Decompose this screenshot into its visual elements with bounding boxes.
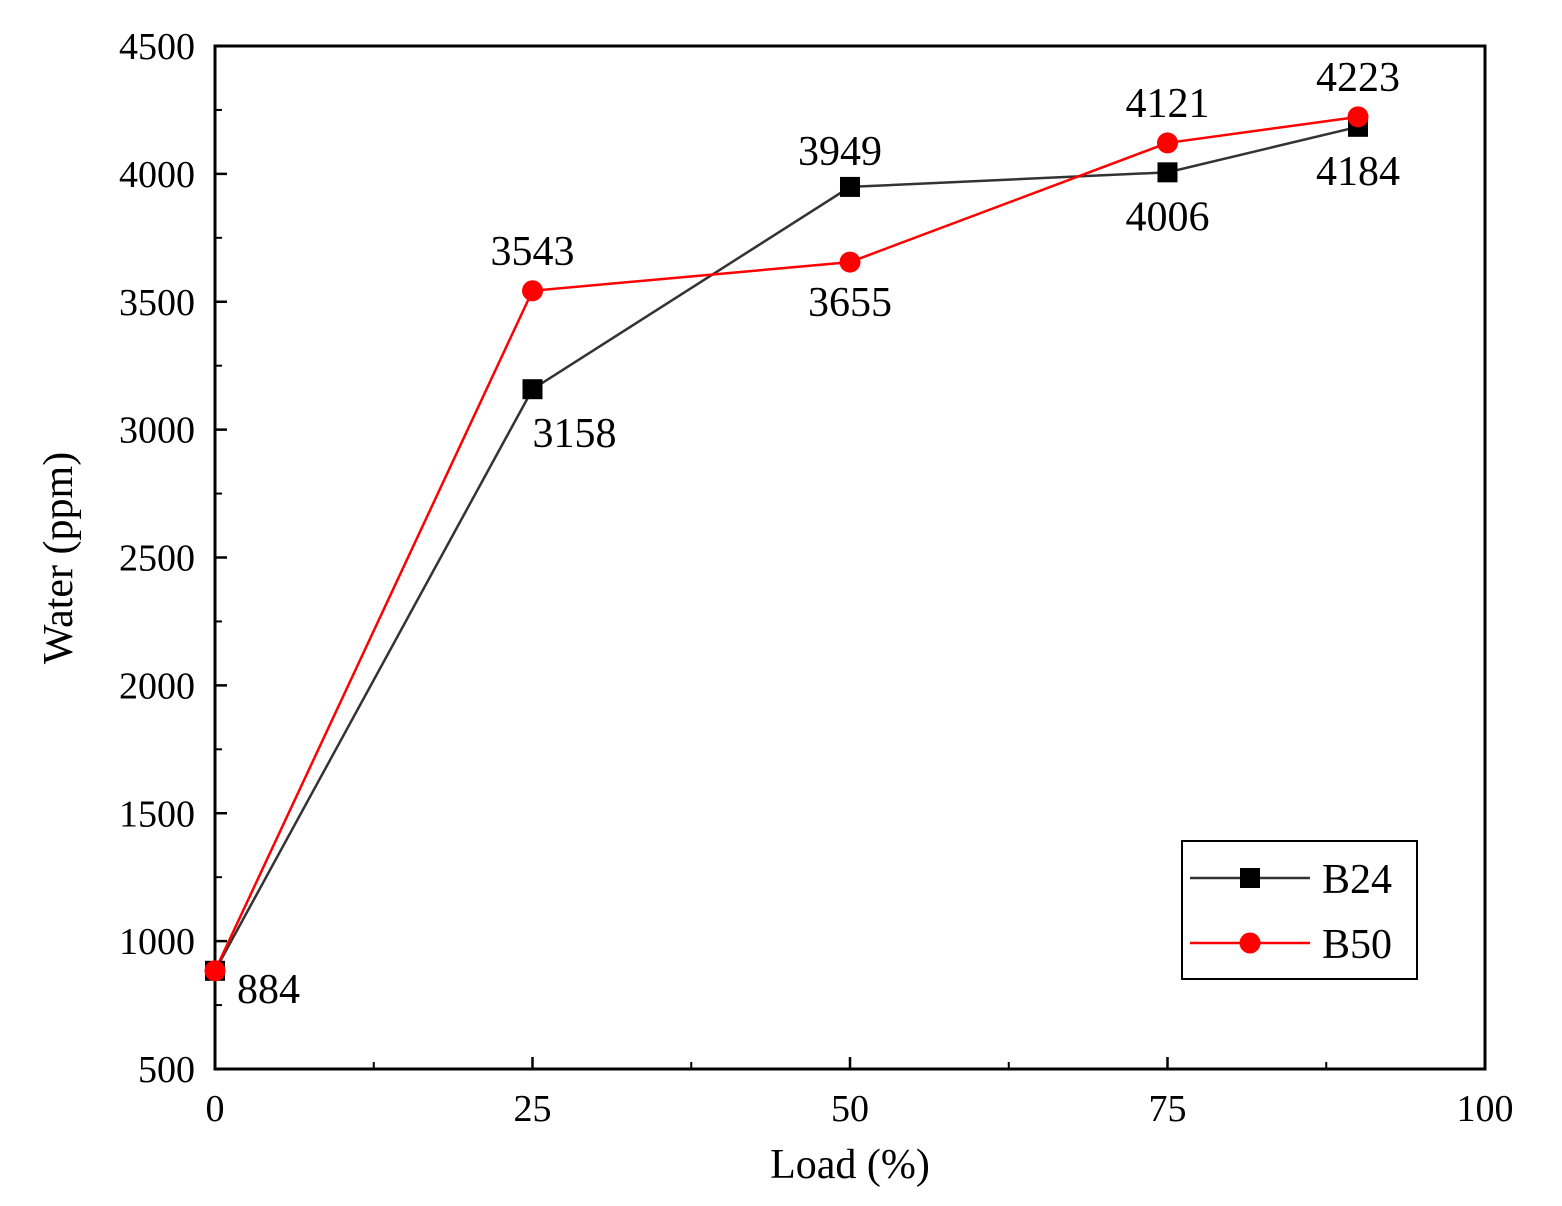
y-tick-label: 2000 — [119, 665, 195, 707]
data-label-b24: 4184 — [1316, 149, 1400, 195]
point-b50 — [522, 280, 543, 302]
y-tick-label: 4500 — [119, 26, 195, 68]
y-tick-label: 3500 — [119, 282, 195, 324]
legend-label-b24: B24 — [1322, 857, 1392, 903]
y-tick-label: 1000 — [119, 921, 195, 963]
x-tick-label: 100 — [1457, 1088, 1514, 1130]
point-b24 — [1157, 162, 1178, 183]
point-b24 — [840, 176, 860, 197]
point-b50 — [1157, 132, 1178, 154]
data-label-b50: 3543 — [491, 229, 575, 275]
point-b50 — [1347, 106, 1369, 128]
y-tick-label: 500 — [138, 1049, 195, 1091]
point-b24 — [522, 379, 543, 400]
legend-box — [1181, 840, 1418, 980]
axes: 0 25 50 75 100 500 1000 1500 2000 2500 3000 3500 400… — [119, 26, 1514, 1130]
data-label-b50: 4223 — [1316, 55, 1400, 101]
y-tick-label: 3000 — [119, 410, 195, 452]
y-tick-label: 2500 — [119, 538, 195, 580]
legend-marker-b50 — [1239, 932, 1261, 954]
data-label-b24: 4006 — [1126, 194, 1210, 240]
data-label-b50: 3655 — [808, 280, 892, 326]
y-tick-label: 1500 — [119, 793, 195, 835]
point-b50 — [839, 251, 861, 273]
data-label-b24: 884 — [237, 967, 300, 1013]
data-labels: 884 3158 3949 4006 4184 3543 3655 4121 4223 — [237, 55, 1400, 1013]
data-label-b50: 4121 — [1126, 81, 1210, 127]
x-tick-label: 25 — [514, 1088, 552, 1130]
legend-label-b50: B50 — [1322, 922, 1392, 968]
point-b50 — [204, 960, 226, 982]
data-label-b24: 3949 — [798, 129, 882, 175]
y-axis-title: Water (ppm) — [36, 452, 82, 664]
y-tick-label: 4000 — [119, 154, 195, 196]
legend-marker-b24 — [1240, 868, 1260, 888]
x-tick-label: 50 — [831, 1088, 869, 1130]
data-label-b24: 3158 — [533, 411, 617, 457]
series-markers — [204, 106, 1369, 982]
x-tick-label: 0 — [206, 1088, 225, 1130]
x-axis-title: Load (%) — [770, 1142, 930, 1188]
x-tick-label: 75 — [1149, 1088, 1187, 1130]
